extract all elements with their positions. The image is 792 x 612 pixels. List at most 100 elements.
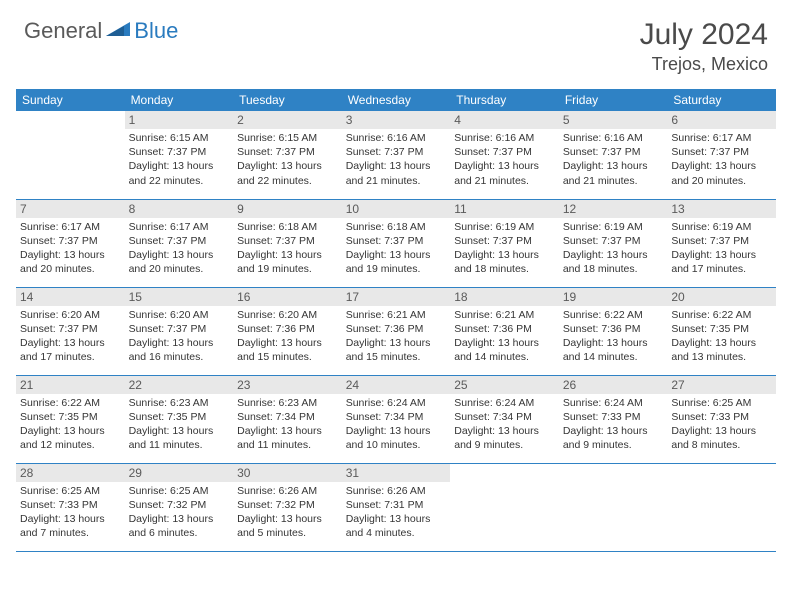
- week-row: 28 Sunrise: 6:25 AMSunset: 7:33 PMDayligh…: [16, 463, 776, 551]
- day-number: 15: [125, 288, 234, 306]
- day-number: 1: [125, 111, 234, 129]
- day-number: 17: [342, 288, 451, 306]
- dow-thursday: Thursday: [450, 89, 559, 111]
- day-info: Sunrise: 6:24 AMSunset: 7:34 PMDaylight:…: [346, 396, 447, 453]
- day-cell-11: 11 Sunrise: 6:19 AMSunset: 7:37 PMDayligh…: [450, 199, 559, 287]
- day-number: 13: [667, 200, 776, 218]
- day-cell-22: 22 Sunrise: 6:23 AMSunset: 7:35 PMDayligh…: [125, 375, 234, 463]
- day-info: Sunrise: 6:18 AMSunset: 7:37 PMDaylight:…: [237, 220, 338, 277]
- empty-cell: [450, 463, 559, 551]
- day-info: Sunrise: 6:19 AMSunset: 7:37 PMDaylight:…: [454, 220, 555, 277]
- day-cell-5: 5 Sunrise: 6:16 AMSunset: 7:37 PMDaylight…: [559, 111, 668, 199]
- dow-wednesday: Wednesday: [342, 89, 451, 111]
- location-label: Trejos, Mexico: [640, 54, 768, 75]
- day-number: 27: [667, 376, 776, 394]
- day-info: Sunrise: 6:26 AMSunset: 7:32 PMDaylight:…: [237, 484, 338, 541]
- day-cell-3: 3Sunrise: 6:16 AMSunset: 7:37 PMDaylight…: [342, 111, 451, 199]
- day-info: Sunrise: 6:17 AMSunset: 7:37 PMDaylight:…: [20, 220, 121, 277]
- week-row: 14Sunrise: 6:20 AMSunset: 7:37 PMDayligh…: [16, 287, 776, 375]
- logo: General Blue: [24, 18, 178, 44]
- day-cell-16: 16 Sunrise: 6:20 AMSunset: 7:36 PMDayligh…: [233, 287, 342, 375]
- day-info: Sunrise: 6:21 AMSunset: 7:36 PMDaylight:…: [454, 308, 555, 365]
- day-number: 30: [233, 464, 342, 482]
- day-number: 5: [559, 111, 668, 129]
- dow-sunday: Sunday: [16, 89, 125, 111]
- day-number: 11: [450, 200, 559, 218]
- day-info: Sunrise: 6:18 AMSunset: 7:37 PMDaylight:…: [346, 220, 447, 277]
- day-cell-29: 29 Sunrise: 6:25 AMSunset: 7:32 PMDayligh…: [125, 463, 234, 551]
- day-cell-7: 7Sunrise: 6:17 AMSunset: 7:37 PMDaylight…: [16, 199, 125, 287]
- day-info: Sunrise: 6:15 AMSunset: 7:37 PMDaylight:…: [129, 131, 230, 188]
- day-number: 3: [342, 111, 451, 129]
- day-info: Sunrise: 6:19 AMSunset: 7:37 PMDaylight:…: [671, 220, 772, 277]
- day-number: 25: [450, 376, 559, 394]
- day-info: Sunrise: 6:19 AMSunset: 7:37 PMDaylight:…: [563, 220, 664, 277]
- calendar-body: 1Sunrise: 6:15 AMSunset: 7:37 PMDaylight…: [16, 111, 776, 551]
- title-block: July 2024 Trejos, Mexico: [640, 18, 768, 75]
- day-of-week-header: SundayMondayTuesdayWednesdayThursdayFrid…: [16, 89, 776, 111]
- day-cell-9: 9 Sunrise: 6:18 AMSunset: 7:37 PMDaylight…: [233, 199, 342, 287]
- day-info: Sunrise: 6:25 AMSunset: 7:33 PMDaylight:…: [671, 396, 772, 453]
- day-number: 29: [125, 464, 234, 482]
- day-cell-12: 12 Sunrise: 6:19 AMSunset: 7:37 PMDayligh…: [559, 199, 668, 287]
- day-cell-19: 19Sunrise: 6:22 AMSunset: 7:36 PMDayligh…: [559, 287, 668, 375]
- empty-cell: [559, 463, 668, 551]
- day-info: Sunrise: 6:20 AMSunset: 7:37 PMDaylight:…: [20, 308, 121, 365]
- day-cell-17: 17 Sunrise: 6:21 AMSunset: 7:36 PMDayligh…: [342, 287, 451, 375]
- day-number: 26: [559, 376, 668, 394]
- day-number: 24: [342, 376, 451, 394]
- day-number: 8: [125, 200, 234, 218]
- week-row: 7Sunrise: 6:17 AMSunset: 7:37 PMDaylight…: [16, 199, 776, 287]
- day-number: 4: [450, 111, 559, 129]
- week-row: 1Sunrise: 6:15 AMSunset: 7:37 PMDaylight…: [16, 111, 776, 199]
- day-cell-31: 31Sunrise: 6:26 AMSunset: 7:31 PMDayligh…: [342, 463, 451, 551]
- day-cell-24: 24 Sunrise: 6:24 AMSunset: 7:34 PMDayligh…: [342, 375, 451, 463]
- day-cell-4: 4 Sunrise: 6:16 AMSunset: 7:37 PMDaylight…: [450, 111, 559, 199]
- day-info: Sunrise: 6:21 AMSunset: 7:36 PMDaylight:…: [346, 308, 447, 365]
- day-info: Sunrise: 6:17 AMSunset: 7:37 PMDaylight:…: [129, 220, 230, 277]
- dow-tuesday: Tuesday: [233, 89, 342, 111]
- dow-saturday: Saturday: [667, 89, 776, 111]
- day-number: 28: [16, 464, 125, 482]
- day-cell-23: 23Sunrise: 6:23 AMSunset: 7:34 PMDayligh…: [233, 375, 342, 463]
- dow-friday: Friday: [559, 89, 668, 111]
- day-info: Sunrise: 6:16 AMSunset: 7:37 PMDaylight:…: [454, 131, 555, 188]
- day-info: Sunrise: 6:20 AMSunset: 7:36 PMDaylight:…: [237, 308, 338, 365]
- day-number: 22: [125, 376, 234, 394]
- day-number: 10: [342, 200, 451, 218]
- day-number: 31: [342, 464, 451, 482]
- day-info: Sunrise: 6:24 AMSunset: 7:34 PMDaylight:…: [454, 396, 555, 453]
- day-info: Sunrise: 6:22 AMSunset: 7:35 PMDaylight:…: [20, 396, 121, 453]
- day-number: 16: [233, 288, 342, 306]
- day-number: 19: [559, 288, 668, 306]
- day-cell-10: 10 Sunrise: 6:18 AMSunset: 7:37 PMDayligh…: [342, 199, 451, 287]
- day-info: Sunrise: 6:16 AMSunset: 7:37 PMDaylight:…: [563, 131, 664, 188]
- day-number: 12: [559, 200, 668, 218]
- day-number: 23: [233, 376, 342, 394]
- day-cell-1: 1 Sunrise: 6:15 AMSunset: 7:37 PMDaylight…: [125, 111, 234, 199]
- day-cell-2: 2Sunrise: 6:15 AMSunset: 7:37 PMDaylight…: [233, 111, 342, 199]
- day-info: Sunrise: 6:23 AMSunset: 7:35 PMDaylight:…: [129, 396, 230, 453]
- week-row: 21 Sunrise: 6:22 AMSunset: 7:35 PMDayligh…: [16, 375, 776, 463]
- day-number: 6: [667, 111, 776, 129]
- day-cell-20: 20Sunrise: 6:22 AMSunset: 7:35 PMDayligh…: [667, 287, 776, 375]
- day-cell-8: 8 Sunrise: 6:17 AMSunset: 7:37 PMDaylight…: [125, 199, 234, 287]
- logo-text-general: General: [24, 18, 102, 44]
- day-info: Sunrise: 6:15 AMSunset: 7:37 PMDaylight:…: [237, 131, 338, 188]
- day-cell-30: 30 Sunrise: 6:26 AMSunset: 7:32 PMDayligh…: [233, 463, 342, 551]
- day-info: Sunrise: 6:25 AMSunset: 7:33 PMDaylight:…: [20, 484, 121, 541]
- day-cell-25: 25 Sunrise: 6:24 AMSunset: 7:34 PMDayligh…: [450, 375, 559, 463]
- page-header: General Blue July 2024 Trejos, Mexico: [0, 0, 792, 83]
- empty-cell: [16, 111, 125, 199]
- day-cell-15: 15 Sunrise: 6:20 AMSunset: 7:37 PMDayligh…: [125, 287, 234, 375]
- day-cell-18: 18Sunrise: 6:21 AMSunset: 7:36 PMDayligh…: [450, 287, 559, 375]
- day-number: 21: [16, 376, 125, 394]
- day-info: Sunrise: 6:25 AMSunset: 7:32 PMDaylight:…: [129, 484, 230, 541]
- day-cell-13: 13 Sunrise: 6:19 AMSunset: 7:37 PMDayligh…: [667, 199, 776, 287]
- day-cell-6: 6 Sunrise: 6:17 AMSunset: 7:37 PMDaylight…: [667, 111, 776, 199]
- day-info: Sunrise: 6:22 AMSunset: 7:35 PMDaylight:…: [671, 308, 772, 365]
- day-info: Sunrise: 6:20 AMSunset: 7:37 PMDaylight:…: [129, 308, 230, 365]
- day-info: Sunrise: 6:17 AMSunset: 7:37 PMDaylight:…: [671, 131, 772, 188]
- dow-monday: Monday: [125, 89, 234, 111]
- day-number: 9: [233, 200, 342, 218]
